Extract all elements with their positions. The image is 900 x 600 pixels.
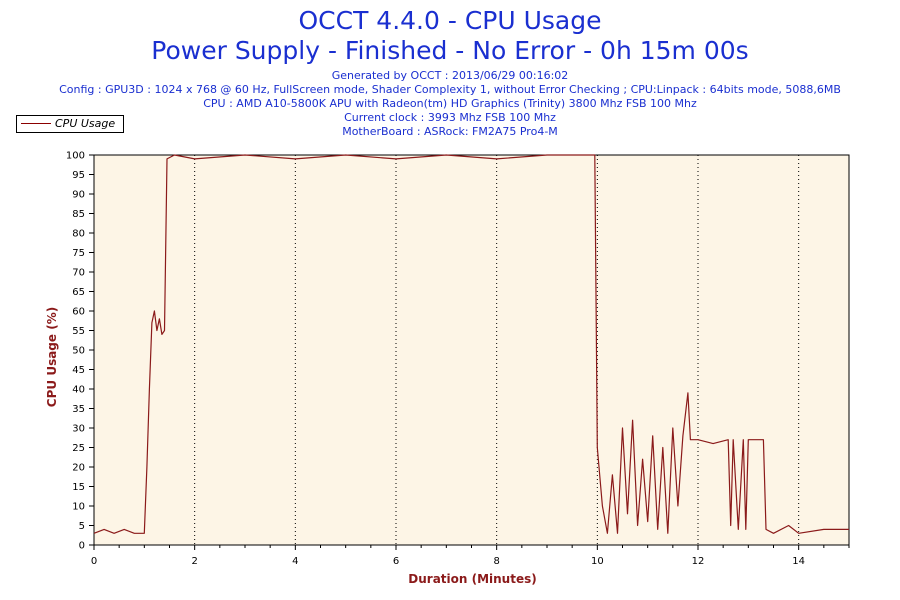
y-tick-label: 50 [72,346,85,357]
clock-info: Current clock : 3993 Mhz FSB 100 Mhz [344,111,556,124]
chart-title: OCCT 4.4.0 - CPU Usage [298,6,602,35]
y-tick-label: 20 [72,463,85,474]
series-line-cpu-usage [93,154,849,534]
y-tick-label: 25 [72,443,85,454]
x-tick-label: 6 [393,556,399,567]
y-tick-label: 45 [72,365,85,376]
y-tick-label: 40 [72,385,85,396]
motherboard-info: MotherBoard : ASRock: FM2A75 Pro4-M [342,125,558,138]
y-tick-label: 0 [79,541,85,552]
x-tick-label: 12 [692,556,705,567]
y-tick-label: 95 [72,170,85,181]
legend-swatch [21,123,51,124]
legend-label: CPU Usage [55,117,116,130]
generated-info: Generated by OCCT : 2013/06/29 00:16:02 [331,69,569,82]
x-tick-label: 0 [91,556,97,567]
y-tick-label: 15 [72,482,85,493]
x-tick-label: 14 [792,556,805,567]
x-axis-title: Duration (Minutes) [408,572,537,586]
y-tick-label: 65 [72,287,85,298]
y-tick-label: 55 [72,326,85,337]
y-tick-label: 70 [72,268,85,279]
y-tick-label: 10 [72,502,85,513]
x-tick-label: 2 [191,556,197,567]
x-tick-label: 10 [591,556,604,567]
y-tick-label: 60 [72,307,85,318]
y-tick-label: 85 [72,209,85,220]
y-tick-label: 90 [72,190,85,201]
y-tick-label: 35 [72,404,85,415]
plot-area [93,154,850,546]
y-tick-label: 75 [72,248,85,259]
x-tick-label: 8 [493,556,499,567]
legend: CPU Usage [16,115,124,133]
y-axis-title: CPU Usage (%) [45,306,59,408]
chart-subtitle: Power Supply - Finished - No Error - 0h … [151,36,749,65]
y-tick-label: 80 [72,229,85,240]
y-tick-label: 100 [66,151,85,162]
y-tick-label: 5 [79,521,85,532]
x-tick-label: 4 [292,556,298,567]
y-tick-label: 30 [72,424,85,435]
config-info: Config : GPU3D : 1024 x 768 @ 60 Hz, Ful… [59,83,841,96]
cpu-info: CPU : AMD A10-5800K APU with Radeon(tm) … [203,97,697,110]
